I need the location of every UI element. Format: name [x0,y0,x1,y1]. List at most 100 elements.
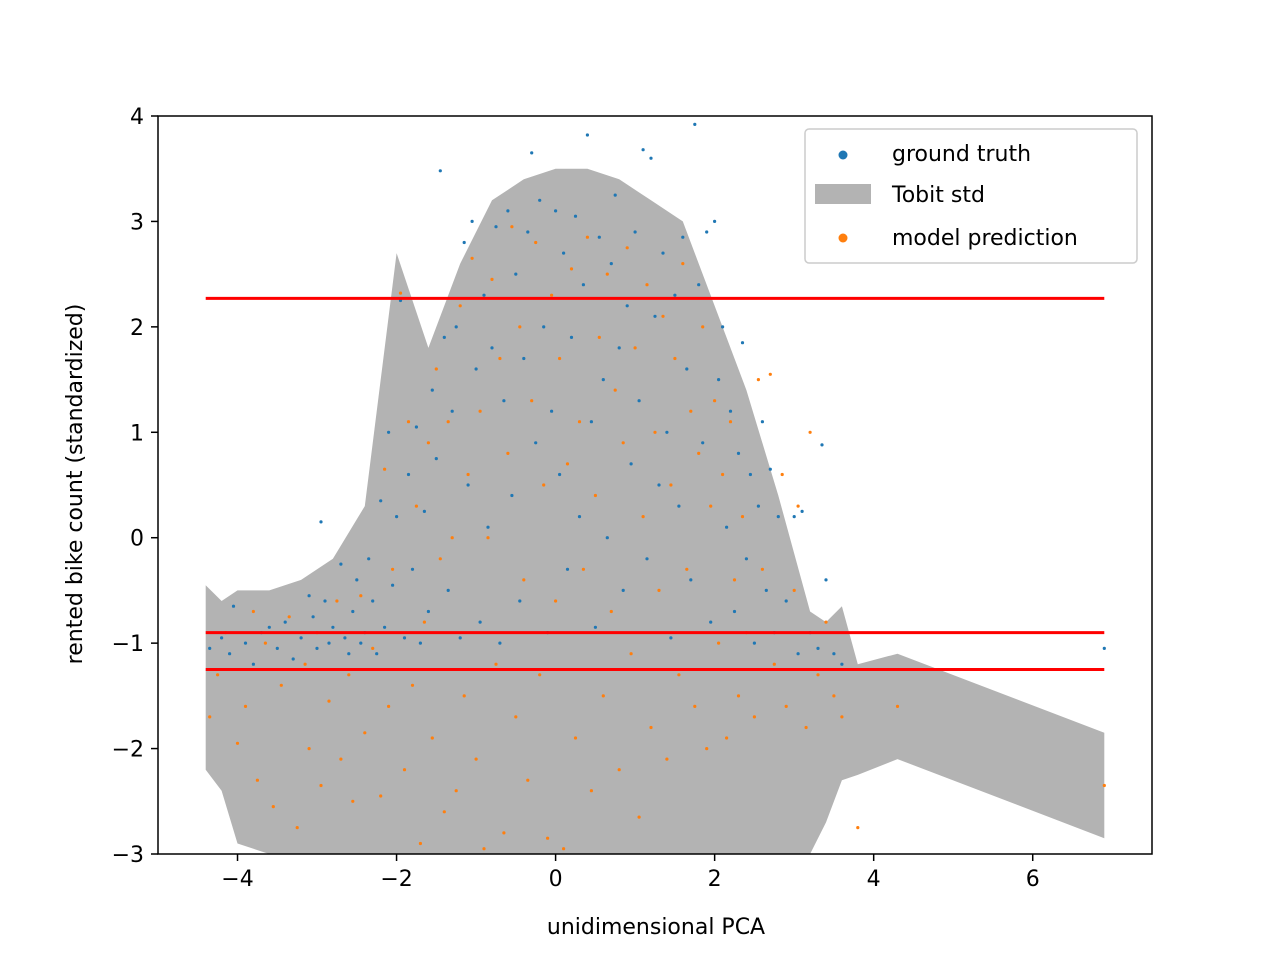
model-prediction-point [709,504,713,508]
ground-truth-point [458,636,462,640]
model-prediction-point [581,567,586,571]
ground-truth-point [351,609,355,614]
ground-truth-point [438,169,442,173]
ground-truth-point [601,378,605,382]
model-prediction-point [641,515,645,519]
model-prediction-point [339,757,343,761]
legend: ground truth Tobit std model prediction [804,128,1138,264]
model-prediction-points [208,225,1106,851]
ground-truth-point [685,367,689,371]
model-prediction-point [685,567,689,571]
model-prediction-point [752,715,757,719]
ground-truth-point [410,567,415,571]
ground-truth-point [800,509,804,513]
ground-truth-point [470,219,474,223]
model-prediction-point [613,388,617,392]
model-prediction-point [558,356,562,361]
ground-truth-point [649,156,653,160]
model-prediction-point [454,789,458,793]
axes-frame [157,115,1153,855]
y-axis-label: rented bike count (standardized) [63,304,88,665]
ground-truth-point [816,646,820,651]
model-prediction-point [617,768,621,772]
ground-truth-point [641,148,645,152]
model-prediction-point [546,836,550,840]
ground-truth-point [311,615,315,619]
ground-truth-point [653,314,657,318]
ground-truth-point [562,251,566,255]
model-prediction-point [713,399,717,403]
ground-truth-point [569,335,574,339]
ground-truth-point [530,151,534,155]
ground-truth-point [645,557,649,561]
model-prediction-point [645,283,649,287]
model-prediction-point [728,420,733,424]
model-prediction-point [418,841,422,846]
model-prediction-point [430,736,434,740]
ground-truth-point [1102,646,1106,651]
tobit-std-band [205,168,1105,854]
model-prediction-point [569,267,574,271]
model-prediction-point [383,467,387,471]
model-prediction-point [295,826,299,830]
y-tick-label: 1 [130,421,144,446]
model-prediction-point [371,646,375,651]
ground-truth-point [371,599,375,603]
ground-truth-point [355,578,359,582]
model-prediction-point [470,256,474,260]
ground-truth-point [768,467,772,471]
legend-ground-truth-marker [838,150,848,160]
x-tick-label: 2 [708,867,722,892]
ground-truth-point [402,636,407,640]
model-prediction-point [593,493,598,498]
ground-truth-point [625,304,629,308]
ground-truth-point [446,588,450,593]
ground-truth-point [597,235,601,239]
model-prediction-point [1102,783,1106,788]
model-prediction-point [721,472,725,477]
model-prediction-point [808,430,812,434]
model-prediction-point [725,736,729,740]
ground-truth-point [283,620,287,624]
ground-truth-point [565,567,570,571]
model-prediction-point [271,805,275,809]
ground-truth-point [220,636,224,640]
ground-truth-point [494,225,498,229]
model-prediction-point [756,378,761,382]
model-prediction-point [410,683,415,687]
ground-truth-point [629,462,633,466]
model-prediction-point [585,235,590,239]
model-prediction-point [661,314,665,318]
ground-truth-point [522,356,526,361]
ground-truth-point [395,515,399,519]
ground-truth-point [669,636,673,640]
ground-truth-point [291,657,295,661]
ground-truth-point [705,230,709,234]
model-prediction-point [705,747,709,751]
model-prediction-point [434,367,438,371]
model-prediction-point [597,335,601,339]
model-prediction-point [780,472,784,477]
y-tick-label: 0 [130,527,144,552]
ground-truth-point [593,625,598,629]
model-prediction-point [255,778,259,782]
model-prediction-point [263,641,267,645]
model-prediction-point [732,578,737,582]
model-prediction-point [438,557,442,561]
model-prediction-point [657,588,661,593]
model-prediction-point [414,504,418,508]
ground-truth-point [725,525,729,529]
legend-ground-truth-label: ground truth [892,142,1031,167]
model-prediction-point [856,826,860,830]
model-prediction-point [490,277,494,281]
model-prediction-point [422,620,426,624]
ground-truth-point [558,472,562,477]
model-prediction-point [796,504,800,508]
legend-frame [804,128,1138,264]
model-prediction-point [681,262,685,266]
ground-truth-point [414,425,418,429]
ground-truth-point [697,283,701,287]
model-prediction-point [534,240,538,245]
ground-truth-point [228,652,232,656]
ground-truth-point [713,219,717,223]
